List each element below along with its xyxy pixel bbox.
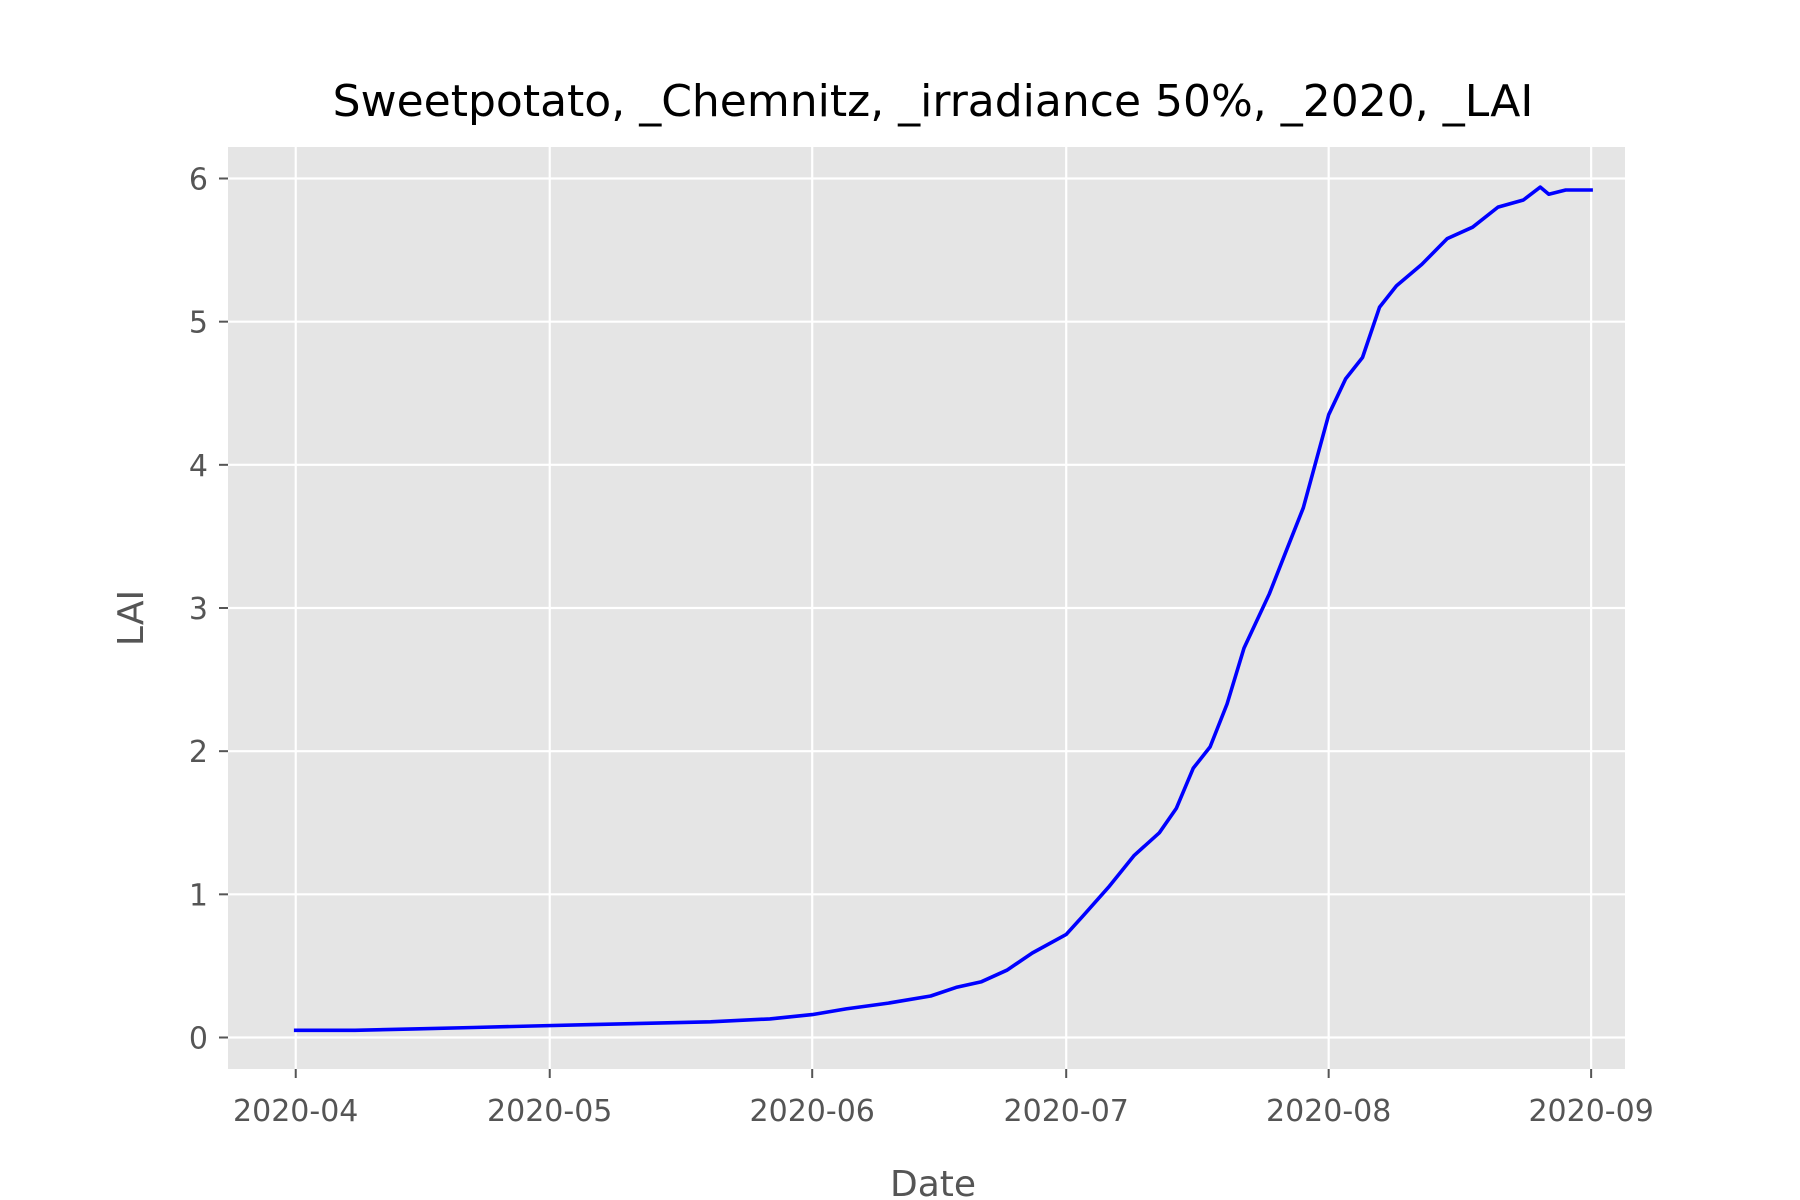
grid-lines — [228, 147, 1625, 1069]
series-layer — [293, 185, 1593, 1033]
y-tick-label: 6 — [189, 162, 208, 197]
y-axis-label: LAI — [111, 590, 152, 646]
y-tick-label: 2 — [189, 735, 208, 770]
x-tick-label: 2020-07 — [1004, 1094, 1129, 1129]
x-tick-label: 2020-06 — [750, 1094, 875, 1129]
x-axis-label: Date — [890, 1164, 976, 1200]
x-tick-label: 2020-08 — [1266, 1094, 1391, 1129]
y-tick-label: 0 — [189, 1022, 208, 1057]
x-axis-ticks: 2020-04 2020-05 2020-06 2020-07 2020-08 2020-… — [233, 1069, 1654, 1129]
chart-title: Sweetpotato, _Chemnitz, _irradiance 50%,… — [333, 76, 1534, 127]
x-tick-label: 2020-09 — [1528, 1094, 1653, 1129]
lai-series-line — [293, 185, 1593, 1033]
y-tick-label: 3 — [189, 592, 208, 627]
x-tick-label: 2020-04 — [233, 1094, 358, 1129]
y-tick-label: 4 — [189, 449, 208, 484]
y-axis-ticks: 0 1 2 3 4 5 6 — [189, 162, 228, 1057]
y-tick-label: 5 — [189, 306, 208, 341]
y-tick-label: 1 — [189, 878, 208, 913]
x-tick-label: 2020-05 — [487, 1094, 612, 1129]
